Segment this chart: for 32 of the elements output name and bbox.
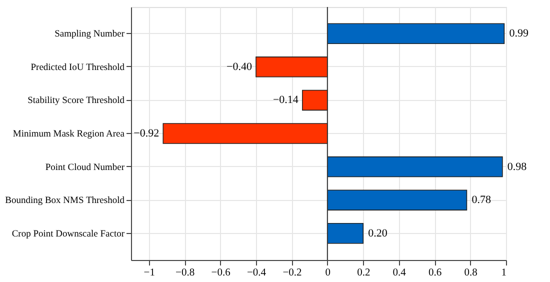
bar — [327, 23, 505, 44]
data-label: −0.14 — [272, 94, 299, 106]
y-tick-label: Point Cloud Number — [45, 162, 126, 173]
x-tick-label: 1 — [501, 268, 506, 278]
x-tick-label: −0.8 — [176, 268, 195, 278]
y-tick-label: Bounding Box NMS Threshold — [5, 196, 125, 206]
y-tick-label: Sampling Number — [54, 30, 126, 40]
data-label: −0.92 — [134, 128, 160, 140]
x-tick-label: 0.6 — [428, 268, 442, 278]
y-tick-label: Minimum Mask Region Area — [12, 130, 126, 140]
x-tick-label: 0 — [325, 268, 331, 278]
x-tick-label: 0.4 — [392, 268, 407, 278]
x-tick-label: −0.2 — [282, 268, 302, 278]
y-tick-label: Stability Score Threshold — [28, 96, 125, 106]
x-tick-label: −1 — [144, 268, 155, 278]
data-label: 0.98 — [507, 160, 528, 173]
bar — [327, 222, 364, 244]
x-tick-label: 0.8 — [464, 268, 478, 278]
x-tick-label: −0.6 — [211, 268, 230, 278]
data-label: 0.20 — [368, 227, 388, 240]
y-tick-label: Crop Point Downscale Factor — [12, 229, 126, 240]
x-tick-label: 0.2 — [357, 268, 370, 278]
data-label: −0.40 — [226, 60, 252, 73]
bar — [256, 56, 328, 78]
bar — [327, 190, 468, 210]
bar — [162, 123, 328, 144]
data-label: 0.78 — [472, 194, 492, 206]
y-tick-label: Predicted IoU Threshold — [30, 62, 125, 73]
data-label: 0.99 — [509, 28, 529, 40]
bar — [302, 90, 328, 111]
bar — [327, 156, 503, 178]
x-tick-label: −0.4 — [246, 268, 267, 278]
